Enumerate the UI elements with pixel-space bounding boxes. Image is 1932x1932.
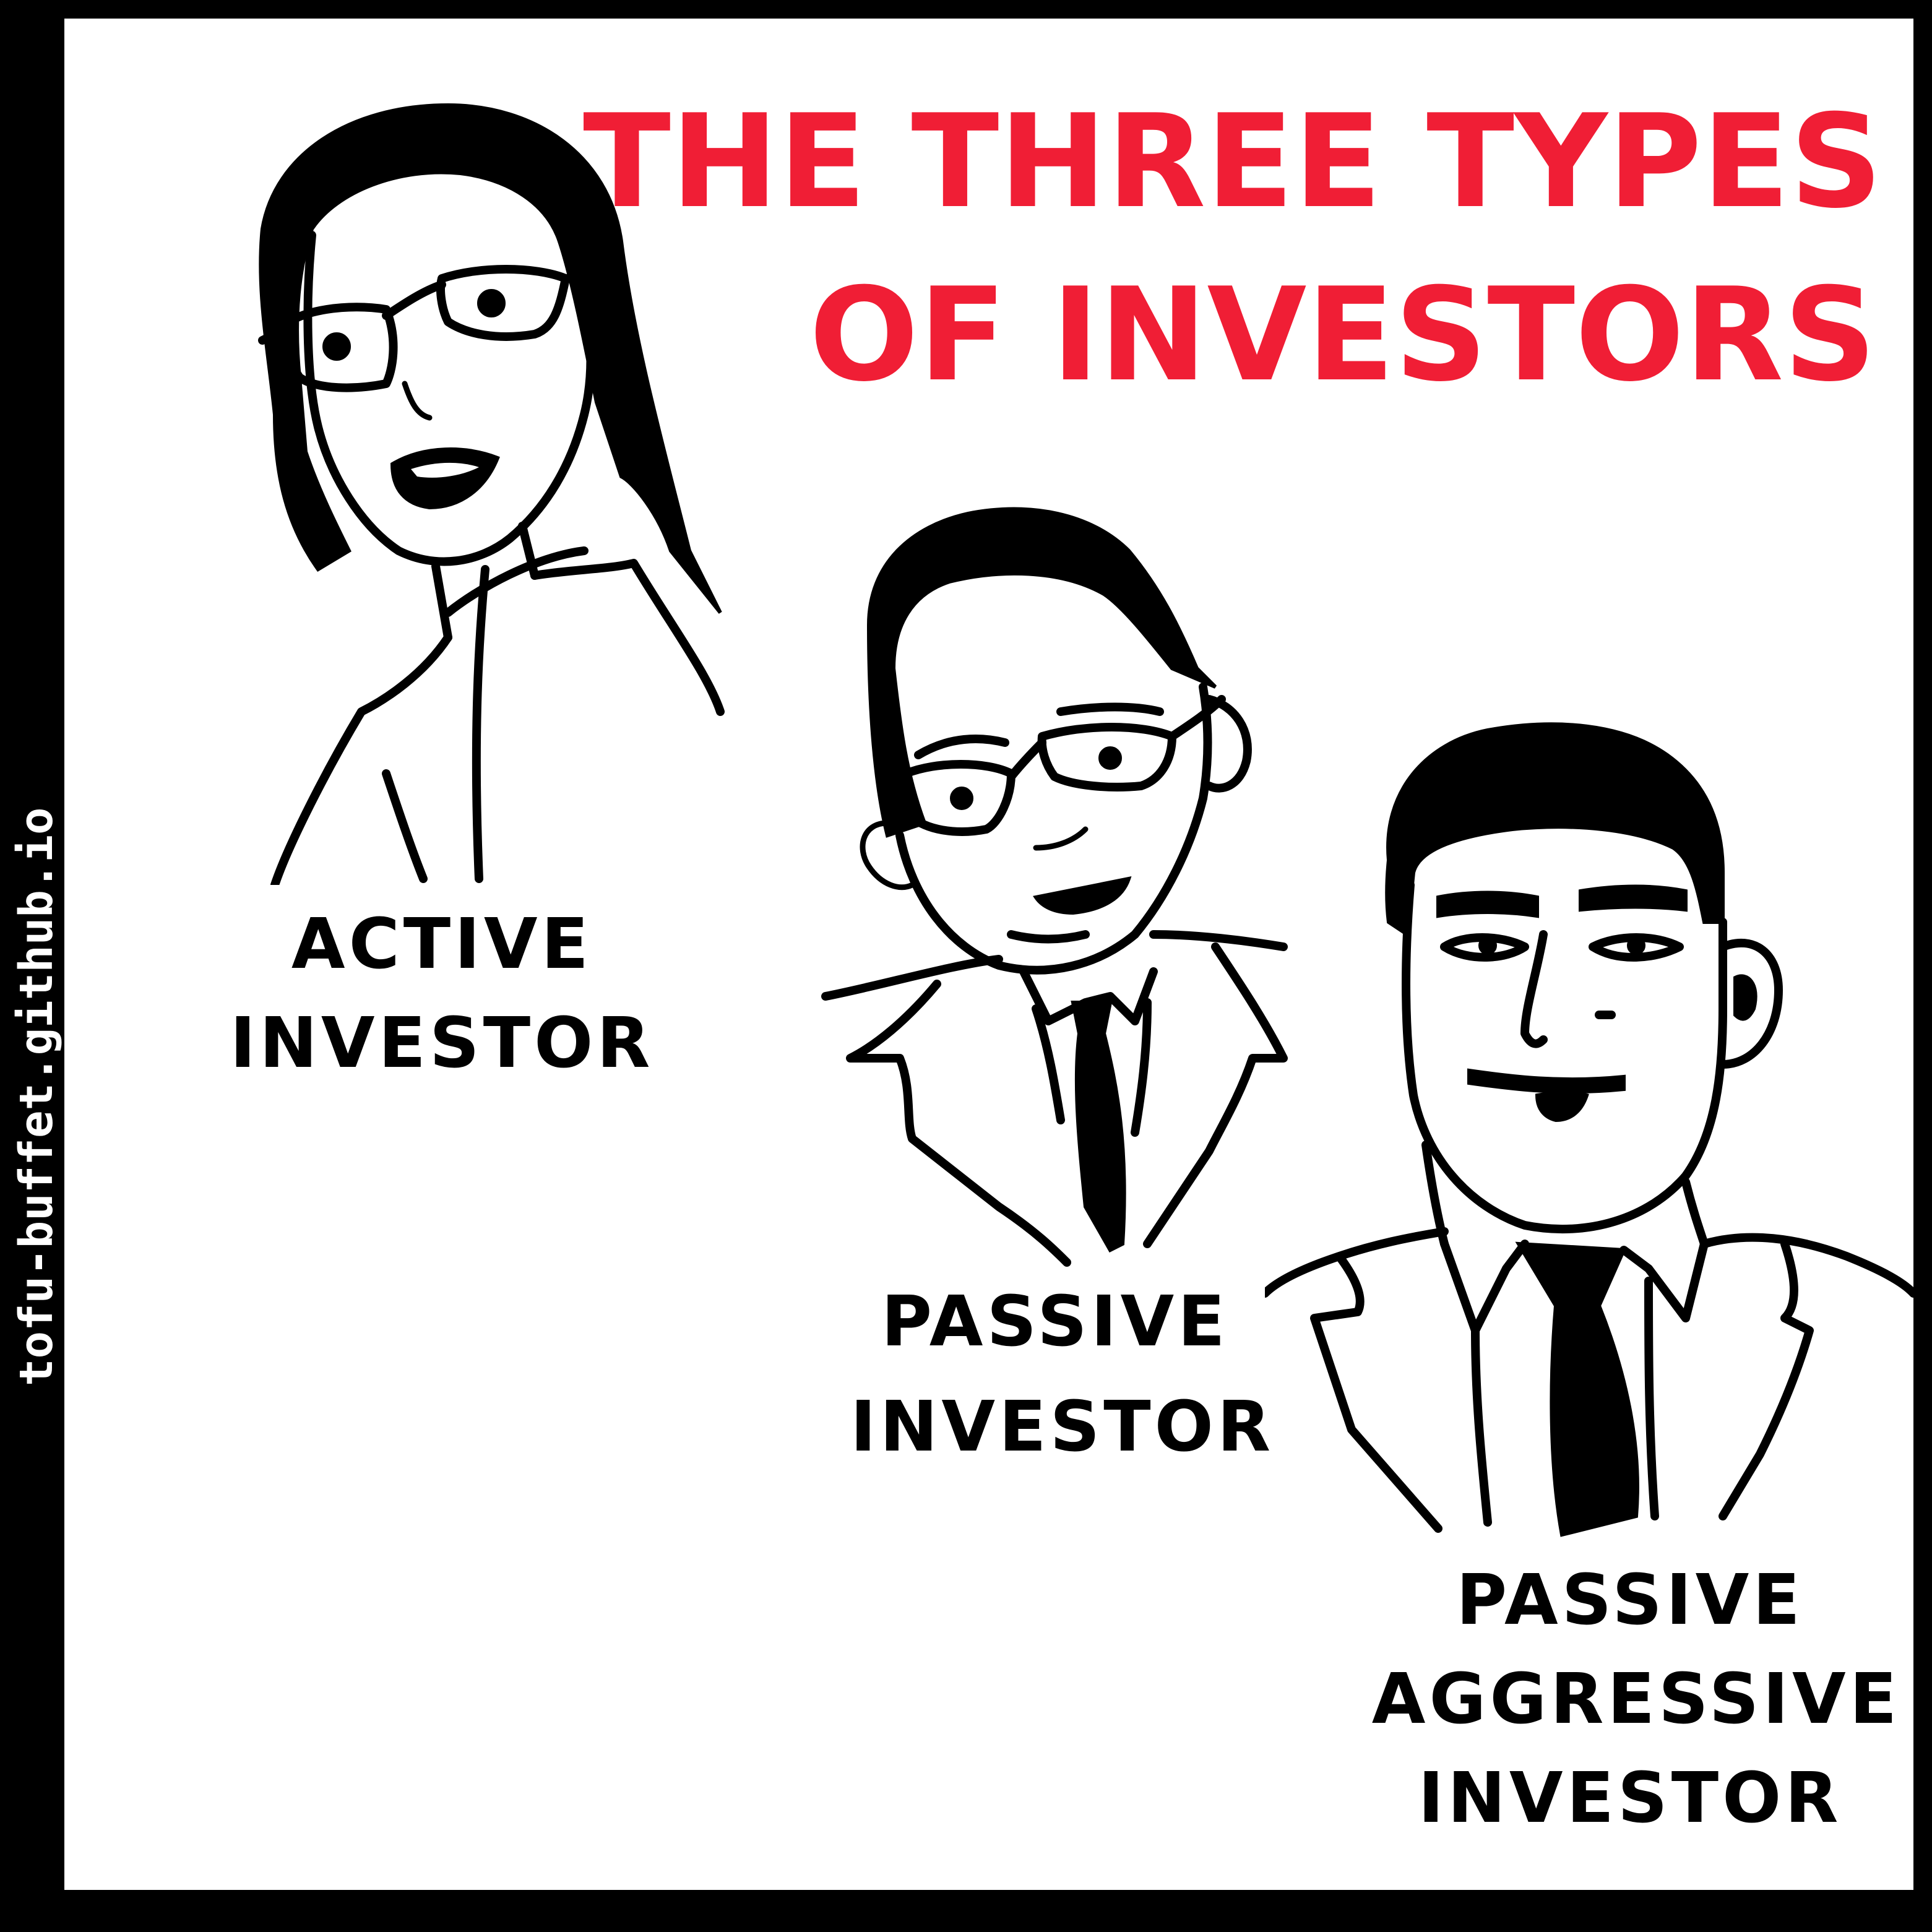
pa-eye-right — [1589, 933, 1684, 962]
passive-glasses-right — [1037, 723, 1176, 791]
active-eye-left — [322, 332, 351, 361]
pa-mouth — [1535, 1091, 1589, 1123]
comic-panel: THE THREE TYPES OF INVESTORS ACTIVE INVE… — [64, 19, 1913, 1890]
pa-hair-shape — [1385, 722, 1725, 938]
passive-tie — [1071, 1001, 1126, 1253]
pa-brow-right — [1579, 884, 1688, 912]
passive-aggressive-investor-figure — [1265, 722, 1913, 1537]
pa-caption-line-2: AGGRESSIVE — [1371, 1659, 1901, 1740]
pa-nose — [1520, 930, 1548, 1048]
passive-caption-line-2: INVESTOR — [850, 1387, 1275, 1467]
passive-glasses-left — [901, 760, 1016, 836]
title-line-2: OF INVESTORS — [809, 261, 1876, 410]
passive-investor-figure — [821, 507, 1288, 1267]
passive-mouth — [1033, 876, 1132, 915]
pa-pupil-right — [1627, 936, 1645, 955]
passive-hair-shape — [866, 507, 1217, 838]
passive-face-outline — [895, 683, 1212, 975]
pa-eye-left — [1440, 933, 1529, 962]
passive-shoulder-right — [1143, 930, 1288, 1248]
pa-caption-line-1: PASSIVE — [1456, 1560, 1804, 1641]
passive-collar — [1019, 967, 1158, 1137]
pa-brow-left — [1436, 891, 1539, 918]
passive-glasses-bridge — [883, 695, 1226, 790]
passive-ear — [1205, 695, 1252, 793]
title-line-1: THE THREE TYPES — [583, 87, 1883, 237]
passive-eye-right — [1098, 746, 1122, 770]
active-collar — [270, 546, 589, 885]
passive-chin — [1007, 930, 1090, 944]
active-eye-right — [477, 289, 506, 317]
pa-caption-line-3: INVESTOR — [1418, 1758, 1842, 1839]
passive-ear-left — [860, 820, 915, 891]
pa-mouth-line — [1467, 1068, 1626, 1094]
pa-face-outline — [1402, 881, 1727, 1234]
pa-lapel-left — [1265, 1227, 1449, 1533]
pa-collar — [1440, 1240, 1709, 1335]
pa-ear-inner — [1733, 974, 1757, 1021]
pa-ear — [1719, 938, 1783, 1069]
pa-tie — [1515, 1241, 1639, 1537]
pa-lapel-right — [1700, 1233, 1913, 1520]
passive-shoulder-left — [821, 955, 1071, 1267]
passive-brows — [914, 702, 1164, 759]
active-glasses-left — [277, 303, 398, 392]
active-nose — [402, 381, 433, 421]
pa-pupil-left — [1478, 936, 1497, 955]
active-shoulder-right — [530, 559, 725, 716]
active-investor-figure — [258, 103, 725, 885]
active-caption-line-1: ACTIVE — [291, 904, 593, 985]
passive-nose — [1033, 826, 1089, 851]
active-hair-shape — [259, 103, 722, 614]
active-glasses-bridge — [258, 273, 595, 345]
credit-text: tofu-buffet.github.io — [10, 807, 63, 1386]
active-face-outline — [303, 231, 595, 566]
pa-jacket-lines — [1471, 1277, 1659, 1527]
active-arm-line — [382, 565, 489, 883]
active-mouth — [390, 447, 500, 510]
active-caption-line-2: INVESTOR — [230, 1003, 654, 1084]
active-glasses-right — [436, 265, 570, 341]
passive-eye-left — [950, 787, 973, 810]
passive-caption-line-1: PASSIVE — [881, 1282, 1229, 1362]
